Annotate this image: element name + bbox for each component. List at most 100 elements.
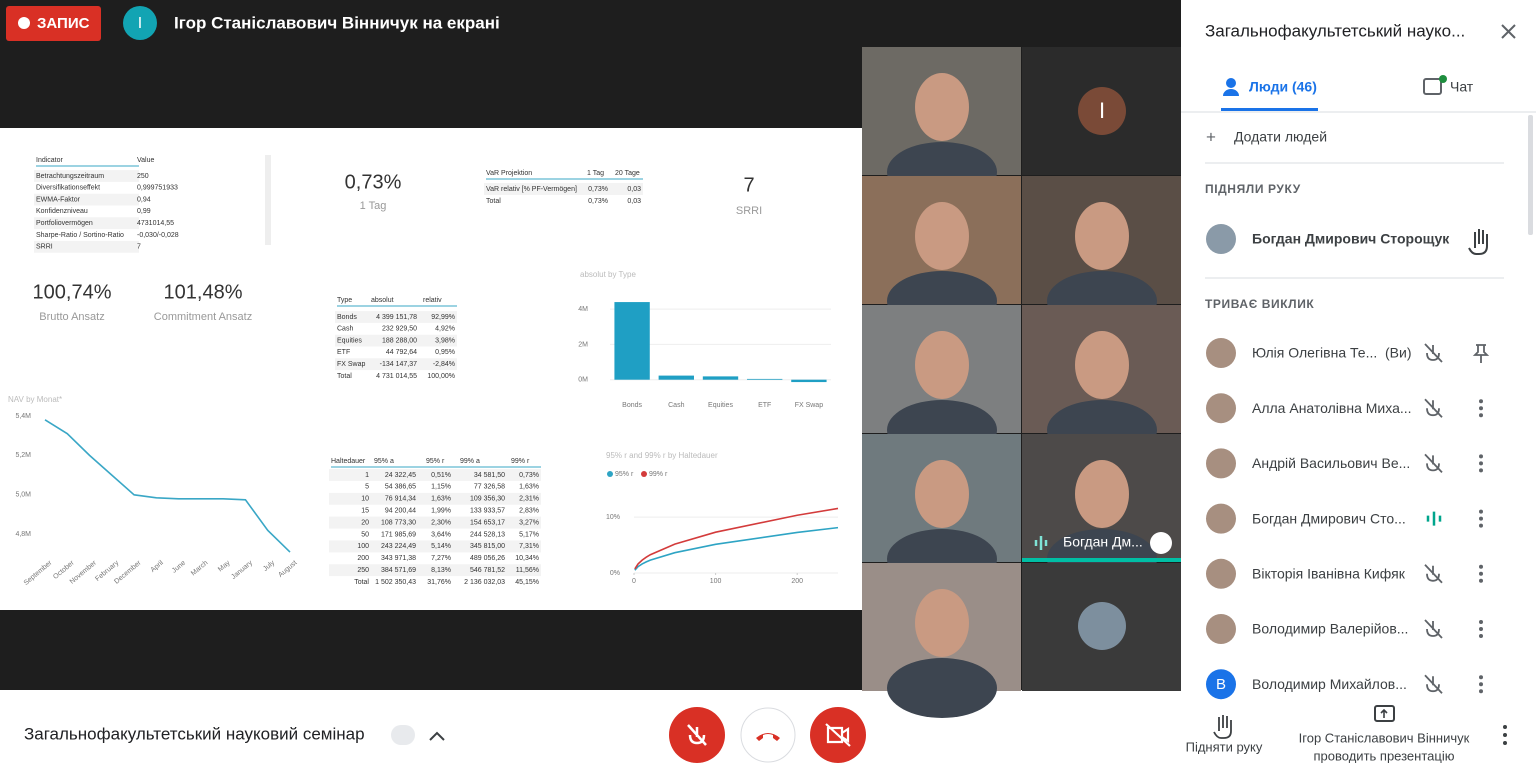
presenting-label[interactable]: проводить презентацію <box>1314 748 1455 763</box>
table-header: 1 Tag <box>587 170 604 177</box>
table-cell: 3,64% <box>431 531 451 538</box>
table-header: 20 Tage <box>615 170 640 177</box>
speaking-icon <box>1034 536 1048 550</box>
more-dot[interactable] <box>1479 634 1483 638</box>
avatar <box>1206 558 1236 589</box>
table-cell: 92,99% <box>431 314 455 321</box>
people-tab[interactable]: Люди (46) <box>1249 79 1317 95</box>
table-cell: 0,73% <box>588 186 608 193</box>
bar <box>702 376 739 380</box>
line <box>634 526 839 571</box>
table-cell: 109 356,30 <box>470 496 505 503</box>
presenter-avatar <box>123 6 157 40</box>
table-cell: 100 <box>357 543 369 550</box>
more-dot[interactable] <box>1479 682 1483 687</box>
presenting-label[interactable]: Ігор Станіславович Вінничук <box>1299 730 1470 745</box>
legend-marker <box>641 471 647 477</box>
table-cell: 10,34% <box>515 555 539 562</box>
table-cell: 200 <box>357 555 369 562</box>
more-dot[interactable] <box>1479 454 1483 459</box>
mic-off-icon <box>1424 453 1443 474</box>
more-dot[interactable] <box>1479 578 1483 583</box>
hangup-icon <box>756 733 780 741</box>
table-header: Haltedauer <box>331 458 366 465</box>
scrollbar <box>265 155 271 245</box>
table-cell: 1 502 350,43 <box>375 579 416 586</box>
table-header: 95% r <box>426 458 445 465</box>
table-cell: 54 386,65 <box>385 484 416 491</box>
table-cell: 5 <box>365 484 369 491</box>
avatar-initial: І <box>1099 98 1105 123</box>
close-button[interactable] <box>1501 24 1516 39</box>
speaker-highlight <box>1022 558 1181 562</box>
participant-head <box>915 331 969 399</box>
table-header: Type <box>337 297 352 304</box>
participant-head <box>915 589 969 657</box>
more-dot[interactable] <box>1479 620 1483 624</box>
table-cell: 0,51% <box>431 472 451 479</box>
kpi-value: 7 <box>743 174 754 196</box>
add-icon: + <box>1206 127 1216 146</box>
more-dot[interactable] <box>1479 675 1483 680</box>
table-cell: 2 136 032,03 <box>464 579 505 586</box>
more-dot[interactable] <box>1479 509 1483 514</box>
more-dot[interactable] <box>1479 564 1483 569</box>
table-cell: -134 147,37 <box>380 361 417 368</box>
more-dot[interactable] <box>1479 461 1483 466</box>
participant-name: Андрій Васильович Ве... <box>1252 455 1410 471</box>
chat-tab[interactable]: Чат <box>1450 79 1474 95</box>
present-icon <box>1380 708 1388 718</box>
table-cell: Betrachtungszeitraum <box>36 173 104 180</box>
more-dot[interactable] <box>1479 571 1483 576</box>
legend-label: 95% r <box>615 471 634 478</box>
participant-head <box>915 202 969 270</box>
table-header: Value <box>137 157 154 164</box>
table-cell: 1,99% <box>431 508 451 515</box>
table-cell: 1,63% <box>431 496 451 503</box>
table-cell: 31,76% <box>427 579 451 586</box>
participant-name: Володимир Валерійов... <box>1252 621 1408 637</box>
x-tick-label: Cash <box>668 402 684 409</box>
table-cell: 3,98% <box>435 337 455 344</box>
kpi-label: 1 Tag <box>360 200 387 212</box>
more-dot[interactable] <box>1479 627 1483 631</box>
meeting-title: Загальнофакультетський науковий семінар <box>24 724 365 743</box>
x-tick-label: 200 <box>791 578 803 585</box>
table-cell: 94 200,44 <box>385 508 416 515</box>
participant-head <box>1075 202 1129 270</box>
speaking-icon <box>1426 511 1442 526</box>
speaker-label: Богдан Дм... <box>1063 534 1143 550</box>
table-cell: Sharpe-Ratio / Sortino-Ratio <box>36 232 124 239</box>
chat-badge <box>1439 75 1447 83</box>
table-row-band <box>34 217 139 230</box>
expand-button[interactable] <box>429 731 445 741</box>
recording-label: ЗАПИС <box>37 15 90 32</box>
add-people[interactable]: Додати людей <box>1234 129 1327 145</box>
avatar <box>1078 87 1126 135</box>
hand-badge <box>1150 532 1172 554</box>
hangup-button[interactable] <box>740 707 796 763</box>
table-cell: 250 <box>357 567 369 574</box>
more-button[interactable] <box>1503 725 1507 745</box>
participant-name: Володимир Михайлов... <box>1252 676 1407 692</box>
table-cell: 343 971,38 <box>381 555 416 562</box>
more-dot[interactable] <box>1479 406 1483 411</box>
table-cell: 4731014,55 <box>137 220 174 227</box>
raise-hand-label[interactable]: Підняти руку <box>1186 739 1263 754</box>
table-header: absolut <box>371 297 394 304</box>
table-cell: 232 929,50 <box>382 326 417 333</box>
kpi-label: Commitment Ansatz <box>154 311 252 323</box>
more-dot[interactable] <box>1479 523 1483 528</box>
more-dot[interactable] <box>1479 399 1483 404</box>
chart-title: NAV by Monat* <box>8 395 62 404</box>
more-dot[interactable] <box>1479 516 1483 521</box>
table-cell: 11,56% <box>516 567 539 574</box>
more-dot[interactable] <box>1479 468 1483 473</box>
table-cell: Total <box>354 579 369 586</box>
pin-icon[interactable] <box>1472 344 1490 363</box>
kpi-label: Brutto Ansatz <box>39 311 104 323</box>
more-dot[interactable] <box>1479 413 1483 418</box>
avatar <box>1078 602 1126 650</box>
more-dot[interactable] <box>1479 689 1483 694</box>
